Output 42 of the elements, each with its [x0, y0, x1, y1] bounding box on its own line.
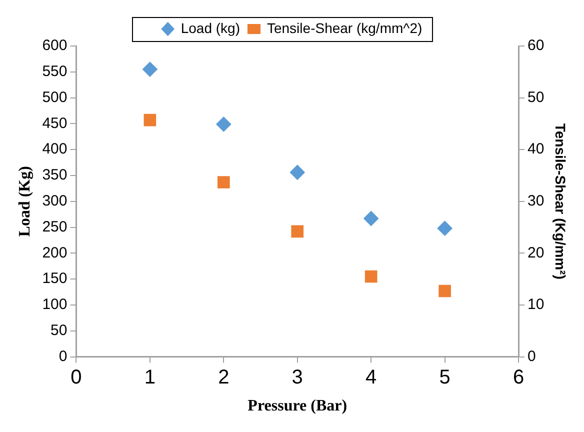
point: [290, 164, 305, 180]
y-tick-label: 250: [42, 218, 68, 236]
point: [216, 116, 232, 132]
point: [364, 270, 378, 283]
y-tick-label: 150: [42, 270, 68, 288]
y2-tick-label: 50: [528, 88, 544, 106]
y2-tick-label: 30: [528, 192, 544, 210]
x-tick-label: 4: [366, 366, 377, 388]
y-tick-label: 400: [42, 140, 68, 158]
x-tick-label: 1: [144, 366, 156, 388]
y-tick-label: 300: [42, 192, 68, 210]
legend-label: Load (kg): [180, 20, 240, 36]
point: [438, 284, 451, 298]
x-tick-label: 3: [292, 366, 303, 388]
point: [142, 62, 158, 77]
y-tick-label: 200: [42, 244, 68, 262]
x-tick-label: 0: [70, 366, 82, 388]
point: [291, 225, 304, 238]
x-tick-label: 2: [218, 366, 230, 388]
y-tick-label: 550: [42, 63, 68, 80]
y-tick-label: 600: [42, 37, 68, 54]
y2-tick-label: 0: [528, 348, 536, 365]
x-axis-title: Pressure (Bar): [248, 398, 348, 415]
y-tick-label: 100: [42, 296, 68, 314]
legend-label: Tensile-Shear (kg/mm^2): [266, 20, 422, 36]
y-tick-label: 500: [42, 88, 68, 106]
y2-tick-label: 20: [528, 244, 544, 262]
point: [364, 210, 379, 226]
x-tick-label: 6: [512, 366, 524, 388]
y-tick-label: 50: [50, 322, 68, 340]
y2-axis-title: Tensile-Shear (Kg/mm²): [552, 123, 569, 280]
x-tick-label: 5: [439, 366, 450, 388]
point: [144, 114, 156, 126]
point: [218, 176, 230, 188]
y-tick-label: 450: [42, 114, 68, 132]
y2-tick-label: 10: [528, 296, 544, 314]
y2-tick-label: 60: [528, 37, 544, 54]
y-tick-label: 0: [58, 348, 68, 365]
y-tick-label: 350: [42, 166, 68, 184]
y2-tick-label: 40: [528, 140, 544, 158]
y-axis-title: Load (Kg): [16, 166, 34, 237]
point: [437, 220, 452, 236]
